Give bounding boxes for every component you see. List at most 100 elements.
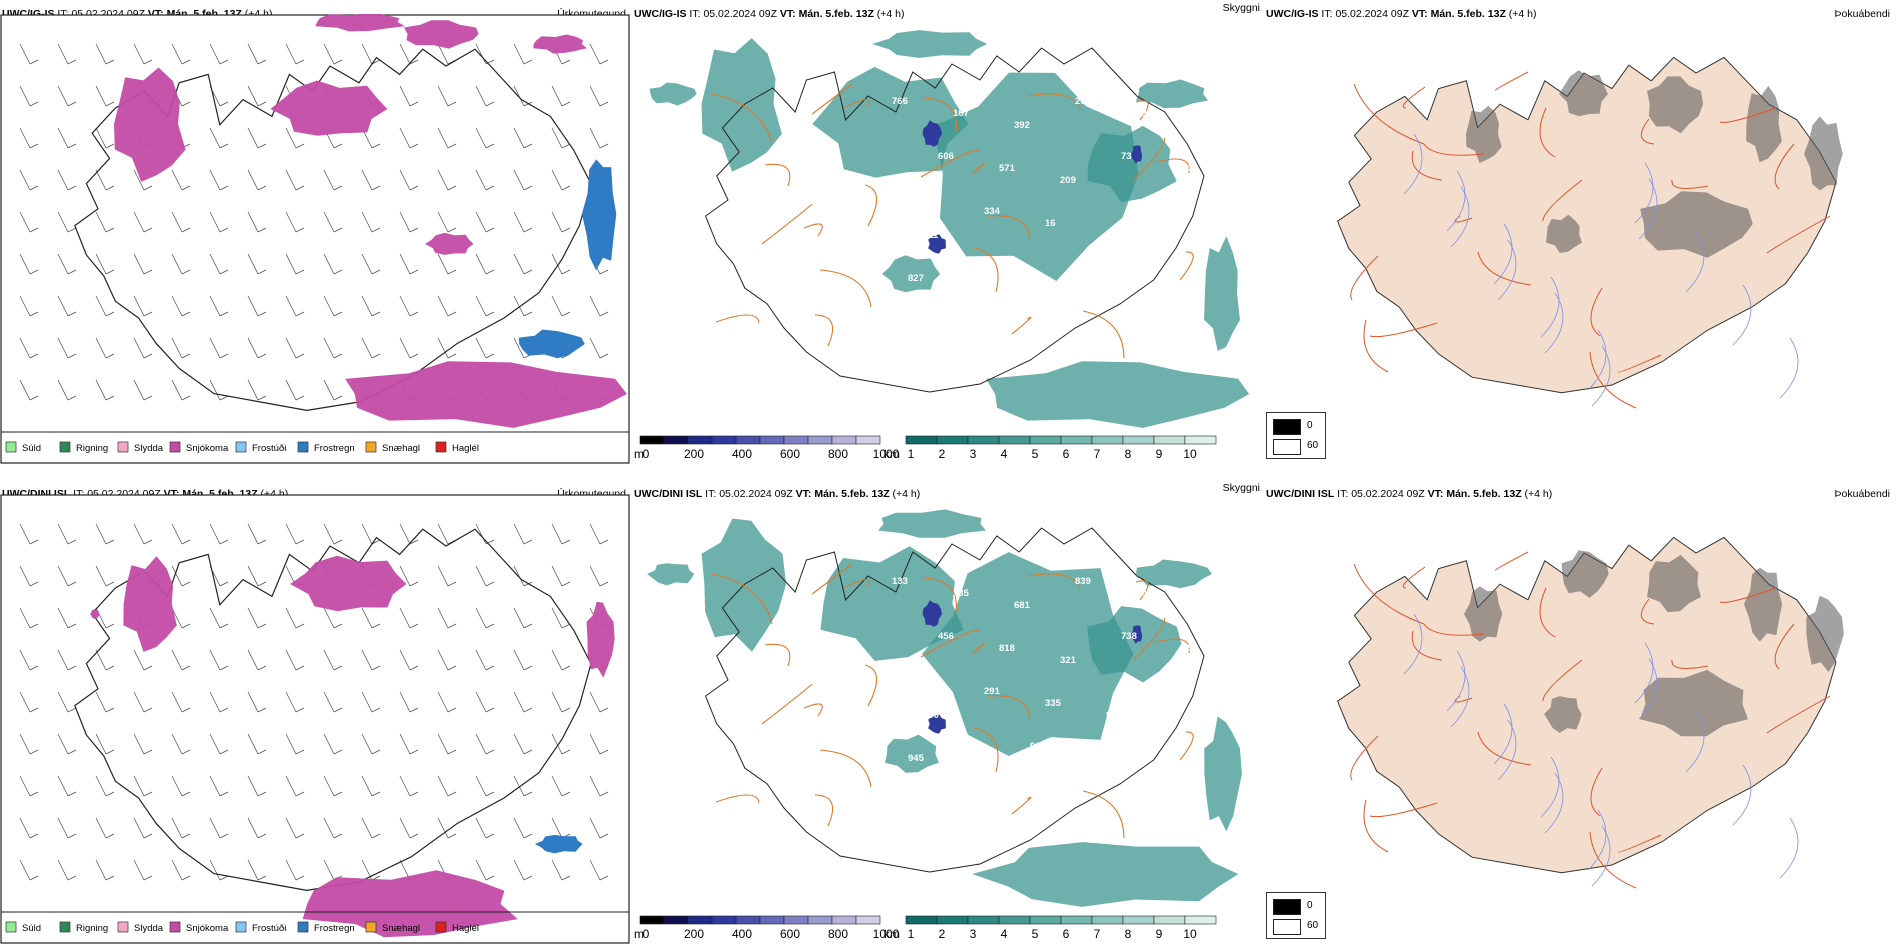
height-scale-bin [855,915,881,925]
wind-barb [475,607,495,629]
wind-barb [475,211,495,233]
visibility-unit: km [884,927,900,941]
wind-barb [513,169,533,191]
wind-barb [513,523,533,545]
wind-barb [475,85,495,107]
visibility-scale: km 1 2 3 4 5 6 7 8 9 10 [884,435,1217,461]
wind-barb [513,649,533,671]
road-network [1350,71,1831,409]
legend-swatch [5,441,17,453]
row1-fog-map [1336,56,1843,409]
row1-panel3-header: UWC/IG-IS IT: 05.02.2024 09Z VT: Mán. 5.… [1266,8,1890,22]
wind-barb [513,253,533,275]
height-scale-bin [639,915,665,925]
river-network [1403,613,1799,887]
wind-barb [285,775,305,797]
height-value-label: 606 [938,151,954,162]
it-value: 05.02.2024 09Z [703,8,777,20]
visibility-unit: km [884,447,900,461]
height-tick: 600 [780,447,800,461]
wind-barb [589,337,609,359]
wind-barb [437,85,457,107]
wind-barb [285,295,305,317]
wind-barb [95,859,115,881]
wind-barb [399,817,419,839]
low-visibility-area [1204,236,1240,351]
wind-barb [247,127,267,149]
panel-type-title: Þokuábendi [1834,8,1890,20]
wind-barb [209,733,229,755]
height-value-label: 964 [969,285,986,296]
wind-barb [361,523,381,545]
row2-fog-map [1336,536,1844,889]
wind-barb [551,523,571,545]
coastline [704,47,1205,393]
wind-barb [361,775,381,797]
wind-barb [171,43,191,65]
wind-barb [209,817,229,839]
legend-label: Frostregn [314,443,355,454]
height-tick: 1000 [873,927,900,941]
visibility-scale: km 1 2 3 4 5 6 7 8 9 10 [884,915,1217,941]
visibility-scale-bin [967,915,1000,925]
wind-barb [513,859,533,881]
wind-barb [361,211,381,233]
wind-barb [247,817,267,839]
height-value-label: 818 [999,643,1015,654]
wind-barb [133,169,153,191]
wind-barb [513,127,533,149]
wind-barb [171,379,191,401]
height-value-label: 16 [1045,218,1056,229]
wind-barb [361,691,381,713]
wind-barb [19,607,39,629]
height-scale-bin [663,915,689,925]
road-network [1350,551,1831,889]
row1-panel2: UWC/IG-IS IT: 05.02.2024 09Z VT: Mán. 5.… [632,0,1262,460]
wind-barb [323,691,343,713]
low-visibility-area [878,509,986,538]
low-visibility-area [1204,716,1242,832]
height-scale-bin [711,435,737,445]
wind-barb [19,211,39,233]
vt-label: VT: [779,8,796,20]
wind-barb [399,775,419,797]
height-scale-bin [639,435,665,445]
visibility-tick: 9 [1156,447,1163,461]
row1-panel2-header: UWC/IG-IS IT: 05.02.2024 09Z VT: Mán. 5.… [634,8,1258,22]
visibility-tick: 5 [1032,447,1039,461]
wind-barb [399,649,419,671]
legend-swatch [235,921,247,933]
height-value-label: 256 [1182,643,1198,654]
wind-barb [133,295,153,317]
wind-barb [171,607,191,629]
wind-barb [209,607,229,629]
wind-barb [551,127,571,149]
it-value: 05.02.2024 09Z [719,488,793,500]
snow-area [425,232,474,255]
visibility-tick: 3 [970,927,977,941]
snow-area [345,361,627,428]
wind-barb [57,169,77,191]
it-label: IT: [57,8,69,20]
wind-barb [475,253,495,275]
visibility-scale-bin [1153,915,1186,925]
low-visibility-area [986,361,1250,428]
visibility-scale-bin [1184,915,1217,925]
low-visibility-area [1087,606,1182,683]
visibility-tick: 1 [908,447,915,461]
model-name: UWC/IG-IS [634,8,687,20]
model-name: UWC/DINI ISL [1266,488,1335,500]
row2-visibility-map: 1331856818392063984568183217382566902913… [634,509,1242,941]
wind-barb [589,295,609,317]
height-value-label: 291 [984,686,1001,697]
wind-barb [133,859,153,881]
wind-barb [437,733,457,755]
fog-area [1647,554,1701,613]
visibility-tick: 5 [1032,927,1039,941]
fog-legend-label: 0 [1307,900,1313,911]
legend-swatch [365,441,377,453]
wind-barb [551,859,571,881]
wind-barb [95,379,115,401]
height-scale-bin [759,435,785,445]
wind-barb [513,607,533,629]
